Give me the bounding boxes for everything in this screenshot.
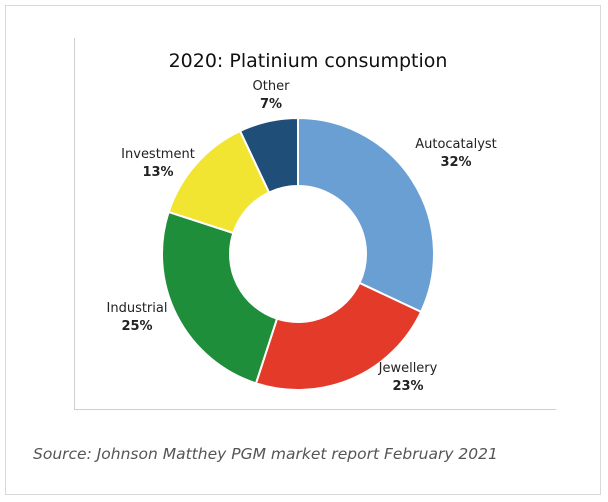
slice-industrial: [161, 210, 279, 385]
slice-label-industrial: Industrial: [107, 301, 168, 316]
source-caption: Source: Johnson Matthey PGM market repor…: [33, 445, 498, 463]
slices-group: [161, 116, 435, 391]
slice-label-other: Other: [253, 79, 291, 94]
chart-title: 2020: Platinium consumption: [169, 50, 448, 72]
slice-other: [238, 116, 299, 194]
slice-value-other: 7%: [260, 97, 282, 112]
labels-group: Autocatalyst 32% Jewellery 23% Industrial 25%…: [107, 79, 497, 394]
slice-label-investment: Investment: [121, 147, 195, 162]
slice-value-jewellery: 23%: [392, 379, 423, 394]
figure-frame: [5, 5, 601, 495]
slice-value-autocatalyst: 32%: [440, 155, 471, 170]
slice-value-industrial: 25%: [121, 319, 152, 334]
slice-jewellery: [254, 281, 423, 391]
slice-value-investment: 13%: [142, 165, 173, 180]
slice-label-autocatalyst: Autocatalyst: [415, 137, 497, 152]
chart-plot-frame: [74, 38, 556, 410]
slice-autocatalyst: [297, 116, 435, 314]
slice-label-jewellery: Jewellery: [378, 361, 438, 376]
